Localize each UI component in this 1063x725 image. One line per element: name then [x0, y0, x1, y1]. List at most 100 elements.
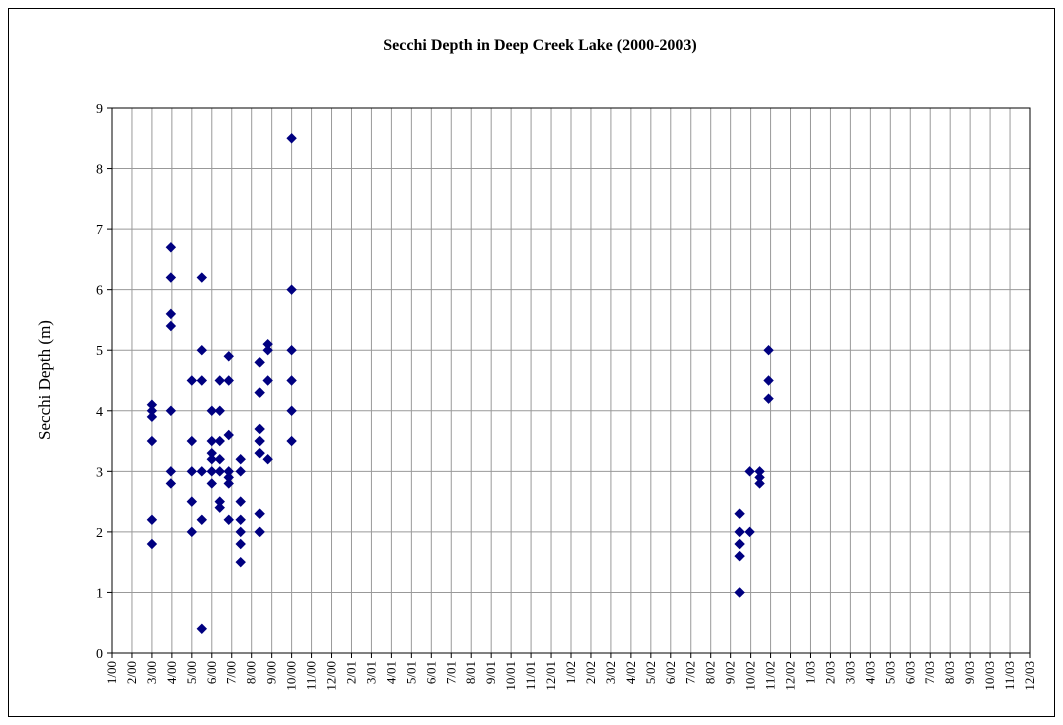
x-tick-label: 4/00 [164, 661, 179, 684]
x-tick-label: 10/02 [743, 661, 758, 691]
x-tick-label: 11/01 [523, 661, 538, 690]
point [146, 435, 158, 447]
y-tick-label: 6 [96, 284, 103, 299]
x-tick-label: 7/02 [683, 661, 698, 684]
point [286, 375, 297, 386]
point [262, 345, 273, 356]
y-tick-label: 8 [96, 163, 103, 178]
point [223, 375, 234, 386]
x-tick-label: 6/03 [902, 661, 917, 684]
point [214, 435, 225, 447]
point [186, 466, 198, 477]
point [196, 345, 208, 356]
x-tick-label: 2/03 [822, 661, 837, 684]
y-tick-label: 9 [96, 102, 103, 117]
point [254, 357, 265, 368]
point [235, 496, 246, 507]
x-tick-label: 12/03 [1022, 661, 1037, 691]
point [734, 587, 745, 598]
point [196, 375, 208, 386]
point [165, 272, 177, 283]
point [165, 308, 177, 320]
point [734, 550, 745, 562]
point [286, 133, 297, 144]
point [206, 478, 217, 489]
x-tick-label: 7/01 [443, 661, 458, 684]
point [214, 375, 225, 386]
x-tick-label: 7/03 [922, 661, 937, 684]
point [286, 435, 297, 447]
y-tick-label: 4 [96, 405, 103, 420]
x-tick-label: 11/02 [763, 661, 778, 690]
point [186, 375, 198, 386]
x-tick-label: 6/01 [423, 661, 438, 684]
point [214, 405, 225, 416]
point [734, 508, 745, 519]
point [254, 435, 265, 447]
point [235, 526, 246, 538]
x-tick-label: 2/00 [124, 661, 139, 684]
point [223, 514, 234, 525]
point [196, 466, 208, 477]
x-tick-label: 3/03 [842, 661, 857, 684]
point [196, 623, 208, 634]
x-tick-label: 3/01 [363, 661, 378, 684]
x-tick-label: 4/03 [862, 661, 877, 684]
point [214, 454, 225, 465]
x-tick-label: 6/02 [663, 661, 678, 684]
point [254, 526, 265, 538]
x-tick-label: 10/00 [284, 661, 299, 691]
point [235, 556, 246, 568]
x-tick-label: 4/02 [623, 661, 638, 684]
y-axis-label: Secchi Depth (m) [35, 320, 54, 440]
x-tick-label: 12/00 [324, 661, 339, 691]
point [254, 447, 265, 459]
x-tick-label: 8/02 [703, 661, 718, 684]
point [165, 320, 177, 332]
x-tick-label: 10/03 [982, 661, 997, 691]
point [254, 387, 265, 398]
point [734, 538, 745, 550]
x-tick-label: 7/00 [224, 661, 239, 684]
x-tick-label: 10/01 [503, 661, 518, 691]
x-tick-label: 11/03 [1002, 661, 1017, 690]
x-tick-label: 8/00 [244, 661, 259, 684]
point [165, 466, 177, 477]
point [754, 478, 765, 489]
point [196, 514, 208, 525]
point [165, 405, 177, 416]
x-tick-label: 6/00 [204, 661, 219, 684]
x-tick-label: 12/02 [783, 661, 798, 691]
point [165, 242, 177, 253]
point [206, 466, 217, 477]
point [286, 405, 297, 416]
x-tick-label: 9/01 [483, 661, 498, 684]
y-tick-label: 3 [96, 465, 103, 480]
point [734, 526, 745, 538]
y-tick-label: 1 [96, 586, 103, 601]
point [223, 478, 234, 489]
x-tick-label: 9/00 [264, 661, 279, 684]
point [206, 435, 217, 447]
x-tick-label: 5/01 [403, 661, 418, 684]
point [196, 272, 208, 283]
point [763, 345, 774, 356]
point [235, 514, 246, 525]
point [254, 508, 265, 519]
point [186, 496, 198, 507]
x-tick-label: 8/01 [463, 661, 478, 684]
x-tick-label: 1/02 [563, 661, 578, 684]
x-tick-label: 3/00 [144, 661, 159, 684]
x-tick-label: 9/03 [962, 661, 977, 684]
y-tick-label: 5 [96, 344, 103, 359]
point [206, 454, 217, 465]
point [186, 526, 198, 538]
point [186, 435, 198, 447]
x-tick-label: 12/01 [543, 661, 558, 691]
point [146, 514, 158, 525]
x-tick-label: 5/00 [184, 661, 199, 684]
x-tick-label: 8/03 [942, 661, 957, 684]
point [262, 454, 273, 465]
point [744, 466, 755, 477]
